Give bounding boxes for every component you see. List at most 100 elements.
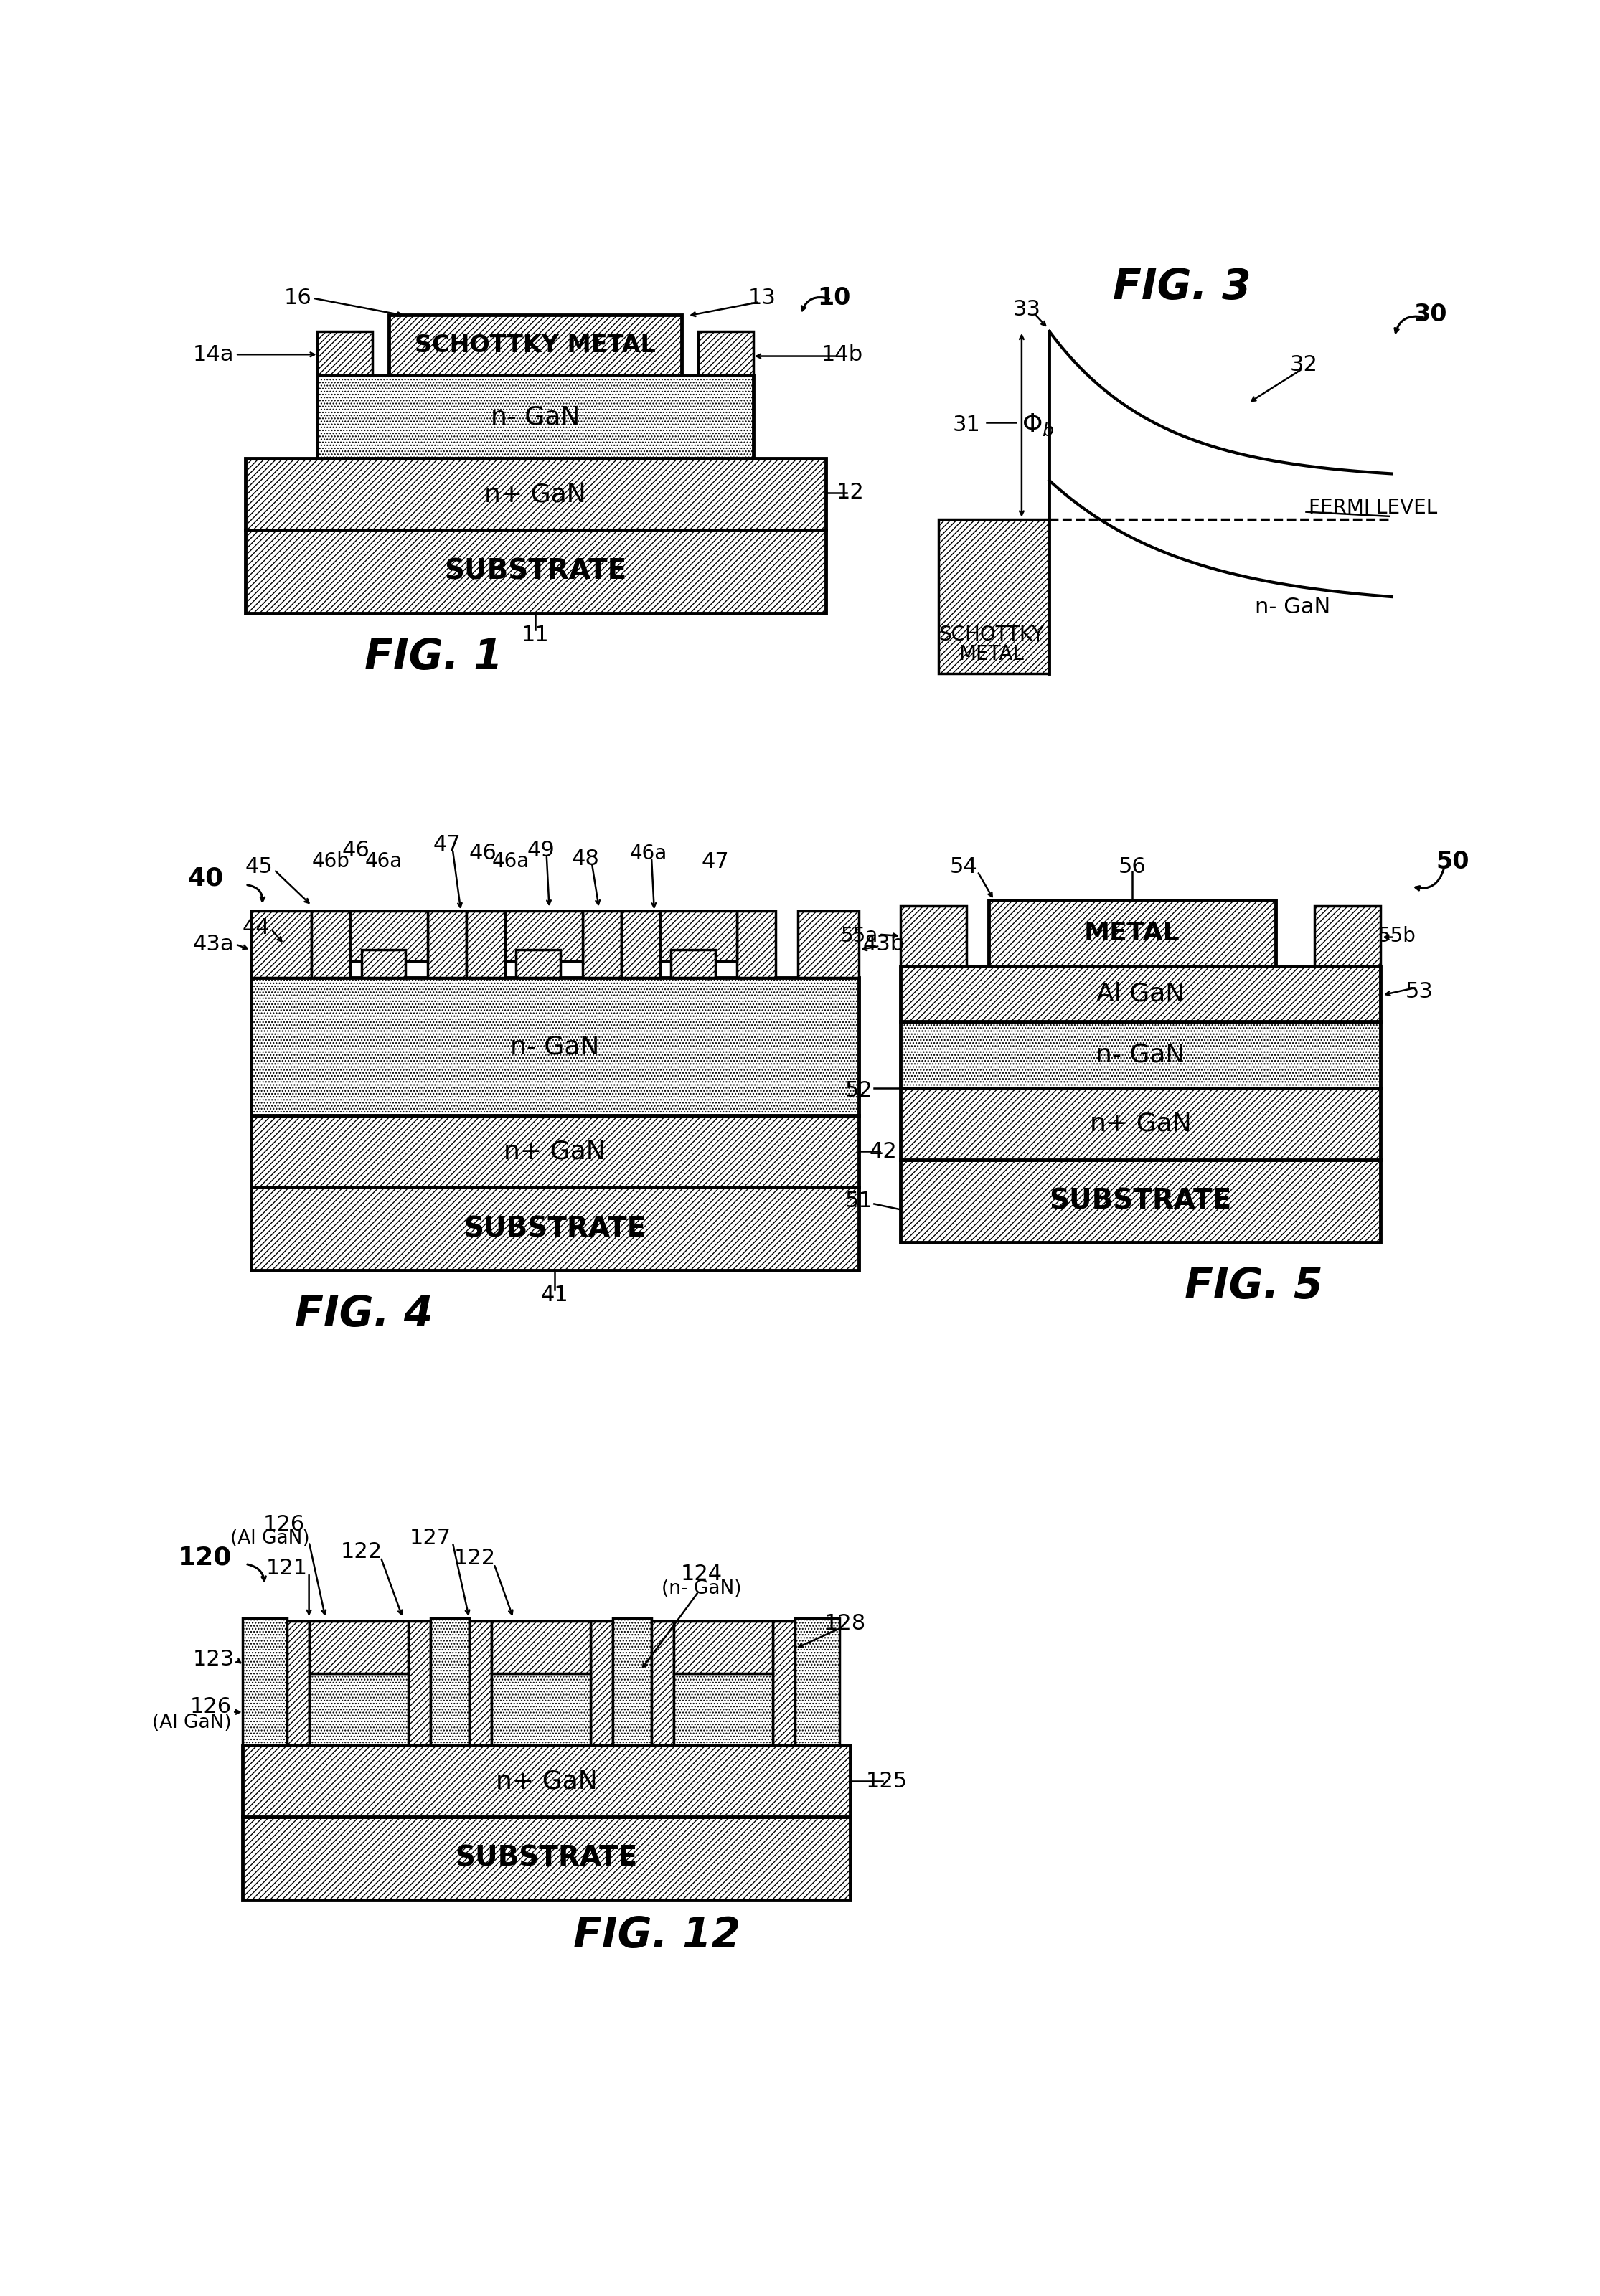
Bar	[312, 912, 350, 978]
Bar	[362, 951, 406, 978]
Text: 12: 12	[837, 482, 864, 503]
Text: 125: 125	[866, 1770, 907, 1791]
Text: SCHOTTKY METAL: SCHOTTKY METAL	[414, 333, 656, 356]
Text: 56: 56	[1118, 856, 1146, 877]
Text: 32: 32	[1290, 354, 1317, 374]
Text: (Al GaN): (Al GaN)	[152, 1713, 232, 1733]
Text: 124: 124	[680, 1564, 722, 1584]
Text: 55a: 55a	[840, 925, 878, 946]
Text: SUBSTRATE: SUBSTRATE	[464, 1215, 646, 1242]
Text: $\Phi_b$: $\Phi_b$	[1022, 413, 1054, 439]
Text: 51: 51	[845, 1192, 872, 1212]
Text: FIG. 3: FIG. 3	[1112, 266, 1251, 308]
Text: 11: 11	[522, 625, 549, 645]
Bar	[243, 1816, 850, 1899]
Text: 46b: 46b	[312, 852, 350, 872]
Bar	[901, 967, 1381, 1022]
Text: SUBSTRATE: SUBSTRATE	[445, 558, 627, 585]
Bar	[243, 1619, 286, 1745]
Text: 55b: 55b	[1378, 925, 1416, 946]
Bar	[427, 912, 467, 978]
Bar	[670, 951, 715, 978]
Text: 40: 40	[187, 866, 224, 891]
Bar	[251, 912, 312, 978]
Text: 14b: 14b	[821, 344, 862, 365]
Bar	[389, 315, 682, 377]
Text: 128: 128	[824, 1614, 866, 1635]
Text: 122: 122	[454, 1548, 496, 1568]
Bar	[795, 1619, 840, 1745]
Bar	[582, 912, 621, 978]
Text: 46a: 46a	[365, 852, 402, 872]
Bar	[350, 912, 427, 962]
Bar	[491, 1621, 590, 1674]
Text: 52: 52	[845, 1081, 872, 1102]
Text: 46: 46	[342, 840, 370, 861]
Bar	[309, 1674, 408, 1745]
Bar	[517, 951, 560, 978]
Text: 14a: 14a	[194, 344, 234, 365]
Text: METAL: METAL	[958, 645, 1024, 664]
Text: 120: 120	[178, 1545, 232, 1570]
Text: 43b: 43b	[862, 934, 904, 955]
Bar	[798, 912, 859, 978]
Text: 126: 126	[264, 1513, 306, 1534]
Text: SUBSTRATE: SUBSTRATE	[1050, 1187, 1232, 1215]
Bar	[491, 1674, 590, 1745]
Bar	[659, 912, 738, 962]
Bar	[1315, 905, 1381, 967]
Bar	[989, 900, 1275, 967]
Bar	[245, 530, 826, 613]
Bar	[939, 519, 1050, 673]
Text: 44: 44	[243, 918, 270, 939]
Text: n- GaN: n- GaN	[491, 404, 581, 429]
Bar	[613, 1619, 651, 1745]
Text: 121: 121	[266, 1559, 307, 1580]
Text: 31: 31	[952, 416, 981, 436]
Bar	[773, 1621, 795, 1745]
Text: FIG. 5: FIG. 5	[1184, 1267, 1323, 1306]
Text: 41: 41	[541, 1286, 568, 1306]
Text: 54: 54	[950, 856, 978, 877]
Text: n+ GaN: n+ GaN	[1090, 1111, 1192, 1137]
Text: 16: 16	[283, 287, 312, 308]
Bar	[251, 978, 859, 1116]
Text: 53: 53	[1405, 980, 1434, 1001]
Bar	[699, 331, 754, 377]
Text: 46a: 46a	[491, 852, 530, 872]
Text: 47: 47	[434, 833, 461, 856]
Bar	[317, 331, 373, 377]
Text: 42: 42	[870, 1141, 898, 1162]
Text: FERMI LEVEL: FERMI LEVEL	[1309, 498, 1437, 519]
Bar	[621, 912, 659, 978]
Bar	[651, 1621, 674, 1745]
Bar	[674, 1621, 773, 1674]
Bar	[901, 1022, 1381, 1088]
Text: n- GaN: n- GaN	[510, 1033, 600, 1058]
Text: 49: 49	[526, 840, 555, 861]
Text: 50: 50	[1435, 850, 1469, 872]
Text: FIG. 12: FIG. 12	[573, 1915, 741, 1956]
Text: FIG. 4: FIG. 4	[294, 1295, 434, 1334]
Bar	[901, 1088, 1381, 1159]
Bar	[317, 377, 754, 459]
Text: (Al GaN): (Al GaN)	[230, 1529, 310, 1548]
Bar	[251, 1116, 859, 1187]
Text: Al GaN: Al GaN	[1096, 983, 1184, 1006]
Text: 123: 123	[192, 1649, 234, 1669]
Bar	[674, 1674, 773, 1745]
Text: SUBSTRATE: SUBSTRATE	[456, 1844, 638, 1871]
Bar	[901, 905, 966, 967]
Bar	[506, 912, 582, 962]
Bar	[251, 1187, 859, 1270]
Text: 10: 10	[818, 287, 851, 310]
Text: SCHOTTKY: SCHOTTKY	[939, 625, 1045, 645]
Text: n- GaN: n- GaN	[1254, 597, 1330, 618]
Text: 43a: 43a	[194, 934, 234, 955]
Bar	[430, 1619, 469, 1745]
Text: FIG. 1: FIG. 1	[365, 636, 502, 677]
Text: n+ GaN: n+ GaN	[504, 1139, 606, 1164]
Text: 13: 13	[749, 287, 776, 308]
Bar	[901, 1159, 1381, 1242]
Bar	[469, 1621, 491, 1745]
